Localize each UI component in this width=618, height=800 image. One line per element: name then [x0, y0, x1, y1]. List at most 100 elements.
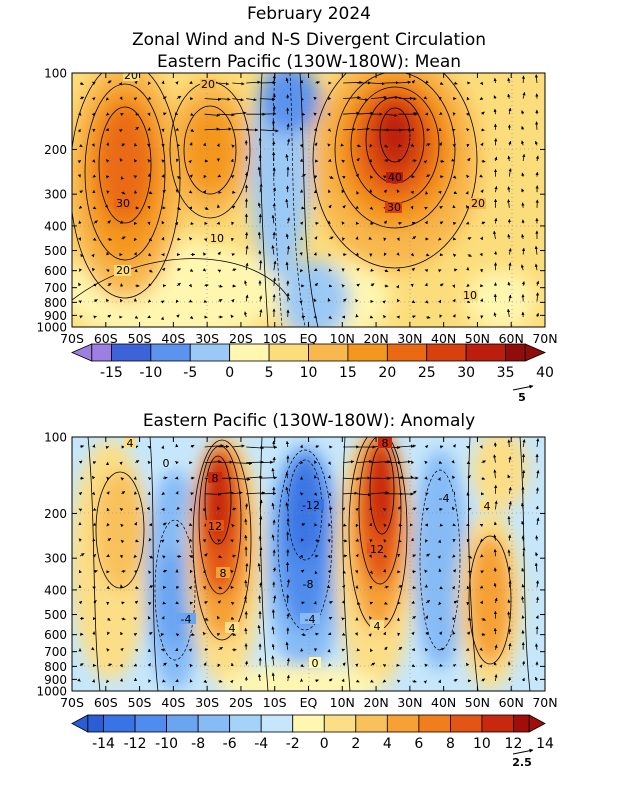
circulation-vector — [534, 140, 538, 146]
circulation-vector — [507, 611, 511, 619]
contour-label: 12 — [208, 520, 222, 533]
circulation-vector — [147, 96, 152, 100]
circulation-vector — [188, 299, 193, 303]
circulation-vector — [232, 98, 244, 102]
colorbar-end — [71, 714, 89, 733]
circulation-vector — [160, 539, 165, 543]
circulation-vector — [481, 221, 486, 225]
circulation-vector — [354, 632, 358, 636]
circulation-vector — [412, 112, 417, 116]
circulation-vector — [521, 172, 525, 177]
anomaly-field: 4 0 8 12 8 4 -4 -12 -8 -4 0 — [72, 437, 545, 691]
circulation-vector — [232, 111, 247, 115]
circulation-vector — [232, 632, 237, 636]
circulation-vector — [479, 174, 483, 178]
circulation-vector — [147, 159, 151, 163]
circulation-vector — [396, 298, 401, 303]
circulation-vector — [257, 624, 261, 635]
circulation-vector — [147, 143, 151, 147]
circulation-vector — [480, 142, 484, 147]
colorbar-swatch — [308, 343, 349, 362]
circulation-vector — [189, 663, 193, 668]
circulation-vector — [313, 315, 317, 319]
circulation-vector — [271, 245, 275, 255]
circulation-vector — [92, 81, 96, 85]
circulation-vector — [452, 523, 456, 527]
circulation-vector — [188, 160, 192, 164]
contour-label: 12 — [370, 543, 384, 556]
circulation-vector — [163, 476, 168, 480]
colorbar-swatch — [465, 343, 506, 362]
circulation-vector — [438, 237, 442, 241]
circulation-vector — [273, 260, 277, 271]
circulation-vector — [341, 600, 345, 604]
circulation-vector — [244, 579, 248, 588]
circulation-vector — [424, 220, 428, 225]
circulation-vector — [382, 631, 386, 636]
circulation-vector — [384, 144, 388, 148]
circulation-vector — [522, 547, 526, 557]
circulation-vector — [204, 127, 220, 131]
circulation-vector — [327, 189, 331, 193]
circulation-vector — [244, 172, 249, 177]
circulation-vector — [78, 237, 82, 241]
y-tick-label: 100 — [44, 67, 67, 81]
circulation-vector — [453, 268, 458, 272]
circulation-vector — [230, 616, 235, 620]
circulation-vector — [78, 220, 82, 225]
circulation-vector — [521, 247, 526, 255]
circulation-vector — [466, 205, 470, 209]
x-tick-label: EQ — [300, 695, 318, 710]
colorbar-label: 14 — [536, 736, 554, 752]
contour-label: 40 — [388, 171, 402, 184]
circulation-vector — [204, 492, 222, 496]
circulation-vector — [439, 283, 444, 287]
circulation-vector — [120, 113, 124, 117]
circulation-vector — [412, 315, 416, 319]
circulation-vector — [258, 595, 262, 604]
y-tick-label: 600 — [44, 264, 67, 278]
circulation-vector — [412, 679, 417, 683]
circulation-vector — [507, 155, 511, 162]
contour-label: 10 — [210, 232, 224, 245]
circulation-vector — [313, 112, 317, 116]
circulation-vector — [271, 626, 275, 635]
circulation-vector — [135, 586, 139, 590]
circulation-vector — [534, 74, 539, 84]
circulation-vector — [218, 97, 231, 101]
circulation-vector — [355, 298, 359, 303]
circulation-vector — [467, 617, 472, 621]
y-tick-label: 800 — [44, 296, 67, 310]
circulation-vector — [536, 470, 540, 479]
circulation-vector — [508, 642, 512, 650]
circulation-vector — [244, 534, 248, 541]
circulation-vector — [218, 445, 230, 449]
circulation-vector — [383, 523, 387, 528]
contour-label: 0 — [163, 457, 170, 470]
circulation-vector — [257, 562, 261, 572]
circulation-vector — [218, 491, 234, 495]
circulation-vector — [343, 554, 348, 558]
circulation-vector — [272, 187, 276, 193]
circulation-vector — [93, 569, 98, 574]
circulation-vector — [494, 597, 498, 604]
circulation-vector — [328, 507, 333, 511]
circulation-vector — [370, 662, 376, 666]
circulation-vector — [202, 570, 206, 574]
x-tick-label: 70S — [60, 331, 84, 346]
circulation-vector — [328, 284, 333, 288]
circulation-vector — [522, 91, 526, 99]
circulation-vector — [341, 584, 346, 589]
circulation-vector — [508, 294, 512, 302]
circulation-vector — [217, 663, 221, 668]
circulation-vector — [327, 143, 331, 147]
circulation-vector — [133, 554, 138, 558]
circulation-vector — [286, 578, 291, 588]
circulation-vector — [370, 95, 387, 100]
circulation-vector — [328, 315, 332, 319]
circulation-vector — [425, 507, 429, 511]
x-tick-label: 10S — [263, 331, 287, 346]
circulation-vector — [218, 299, 223, 303]
circulation-vector — [312, 206, 317, 211]
anomaly-vector-field — [77, 438, 540, 684]
